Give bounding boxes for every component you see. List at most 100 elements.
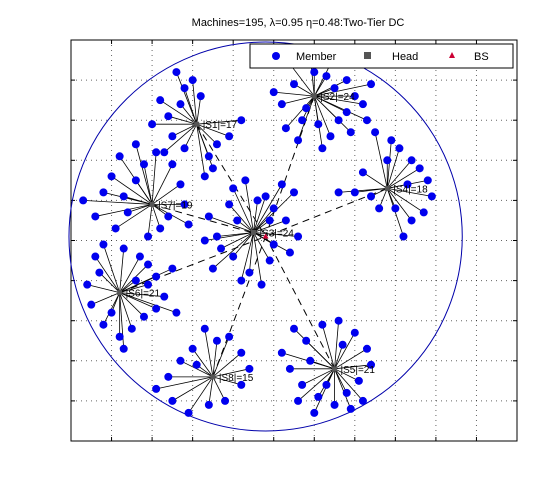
member-link [184,124,198,149]
member-point [318,320,327,329]
member-link [196,96,202,125]
head-marker [332,366,338,372]
member-link [143,164,153,205]
member-point [290,324,298,333]
member-point [107,308,116,317]
cluster-size-label: |S6|=21 [126,289,161,300]
member-point [269,204,278,213]
member-point [131,176,140,185]
member-link [119,292,157,310]
member-point [99,188,108,197]
member-link [196,124,214,169]
member-point [180,84,189,93]
member-point [237,276,246,285]
member-point [318,144,327,153]
member-point [184,408,193,417]
legend-head-marker [364,52,371,59]
member-link [386,140,392,189]
cluster-size-label: |S3|=24 [259,228,294,239]
member-point [245,364,254,373]
member-link [127,204,153,213]
member-link [176,71,198,125]
head-to-bs-link [119,236,266,294]
member-point [314,392,323,401]
member-link [334,368,360,382]
member-point [225,200,234,209]
member-link [192,348,214,378]
member-point [367,192,376,201]
cluster-size-label: |S4|=18 [393,184,428,195]
member-point [350,188,359,197]
member-point [127,324,136,333]
member-point [180,200,189,209]
member-link [119,292,145,317]
member-link [91,292,120,306]
cluster-size-label: |S5|=21 [341,365,376,376]
member-point [212,336,221,345]
member-point [403,180,412,189]
member-point [346,128,355,137]
member-point [306,356,315,365]
member-point [383,156,392,165]
member-point [115,152,124,161]
member-point [294,232,303,241]
member-point [358,100,367,109]
member-point [111,224,120,233]
member-link [285,95,315,129]
member-point [139,312,148,321]
member-point [302,336,311,345]
member-point [427,192,436,201]
member-point [131,276,140,285]
member-link [151,184,181,205]
member-link [172,123,197,137]
member-point [87,300,96,309]
member-point [200,236,209,245]
member-link [212,336,230,377]
member-link [172,376,214,402]
member-point [115,332,124,341]
member-point [83,280,92,289]
member-link [387,187,432,197]
member-link [253,208,275,233]
member-link [115,204,153,229]
member-link [212,340,218,377]
member-point [358,168,367,177]
member-point [346,404,355,413]
member-link [314,95,368,121]
member-point [156,96,165,105]
member-point [233,216,242,225]
member-point [148,120,157,129]
member-point [391,204,400,213]
member-point [395,144,404,153]
member-point [302,104,311,113]
member-point [358,396,367,405]
member-point [415,164,424,173]
member-point [144,232,153,241]
member-point [281,216,290,225]
member-link [99,272,120,293]
member-link [244,180,254,233]
member-link [314,95,363,105]
member-link [212,232,254,269]
member-point [334,316,343,325]
member-point [350,92,359,101]
member-point [172,308,181,317]
member-link [151,164,173,205]
member-link [386,188,412,221]
member-link [103,292,121,325]
head-marker [384,185,390,191]
member-point [152,272,161,281]
member-link [204,232,254,241]
member-point [277,100,286,109]
legend: Member Head BS [249,43,514,69]
head-marker [210,374,216,380]
member-point [407,216,416,225]
member-link [387,167,420,189]
member-point [221,396,230,405]
head-to-bs-link [196,123,267,237]
member-point [123,208,132,217]
member-link [253,200,258,233]
member-link [228,204,254,233]
head-marker [311,93,317,99]
